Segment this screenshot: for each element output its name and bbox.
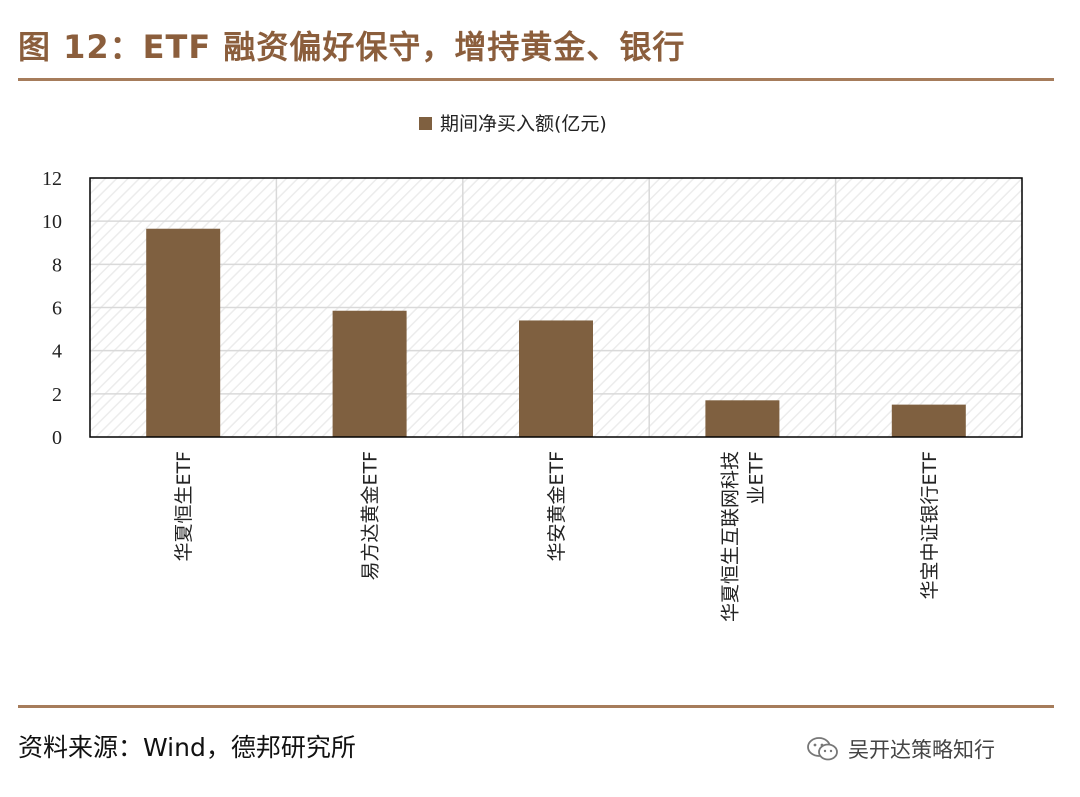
watermark-text: 吴开达策略知行 <box>848 738 995 762</box>
y-tick-label: 2 <box>52 384 62 406</box>
source-note: 资料来源：Wind，德邦研究所 <box>18 733 356 762</box>
y-axis: 0 2 4 6 8 10 12 <box>42 168 62 449</box>
x-tick-label: 华宝中证银行ETF <box>919 451 941 600</box>
x-tick-label: 易方达黄金ETF <box>360 451 382 581</box>
source-rule <box>18 705 1054 708</box>
x-tick-label: 华夏恒生互联网科技 <box>719 451 741 622</box>
figure-title: 图 12：ETF 融资偏好保守，增持黄金、银行 <box>18 28 686 66</box>
bar <box>519 320 593 437</box>
plot-border <box>89 177 1023 438</box>
x-category-label: 华宝中证银行ETF <box>919 451 941 600</box>
title-rule <box>18 78 1054 81</box>
grid-lines <box>90 178 1022 437</box>
x-tick-label: 华夏恒生ETF <box>173 451 195 562</box>
bar <box>705 400 780 437</box>
y-tick-label: 4 <box>52 341 62 363</box>
y-tick-label: 8 <box>52 254 62 276</box>
x-category-label: 华夏恒生ETF <box>173 451 195 562</box>
chart-legend: 期间净买入额(亿元) <box>419 113 607 135</box>
x-tick-label: 业ETF <box>745 451 767 505</box>
bar <box>146 228 221 437</box>
wechat-icon <box>806 735 840 763</box>
x-category-label: 易方达黄金ETF <box>360 451 382 581</box>
y-tick-label: 0 <box>52 427 62 449</box>
bar-chart: 期间净买入额(亿元) 0 2 4 6 8 10 12 华夏恒生ETF 易方达黄金ETF 华安黄金… <box>42 113 1023 622</box>
x-axis: 华夏恒生ETF 易方达黄金ETF 华安黄金ETF 华夏恒生互联网科技 业ETF 华宝中证银… <box>173 451 941 622</box>
legend-swatch <box>419 117 432 130</box>
x-category-label: 华安黄金ETF <box>546 451 568 562</box>
y-tick-label: 12 <box>42 168 62 190</box>
bar <box>332 310 407 437</box>
bars <box>146 228 966 437</box>
legend-label: 期间净买入额(亿元) <box>440 113 607 135</box>
y-tick-label: 10 <box>42 211 62 233</box>
x-tick-label: 华安黄金ETF <box>546 451 568 562</box>
bar <box>891 404 966 437</box>
x-category-label: 华夏恒生互联网科技 业ETF <box>719 451 767 622</box>
watermark: 吴开达策略知行 <box>806 734 995 764</box>
y-tick-label: 6 <box>52 298 62 320</box>
